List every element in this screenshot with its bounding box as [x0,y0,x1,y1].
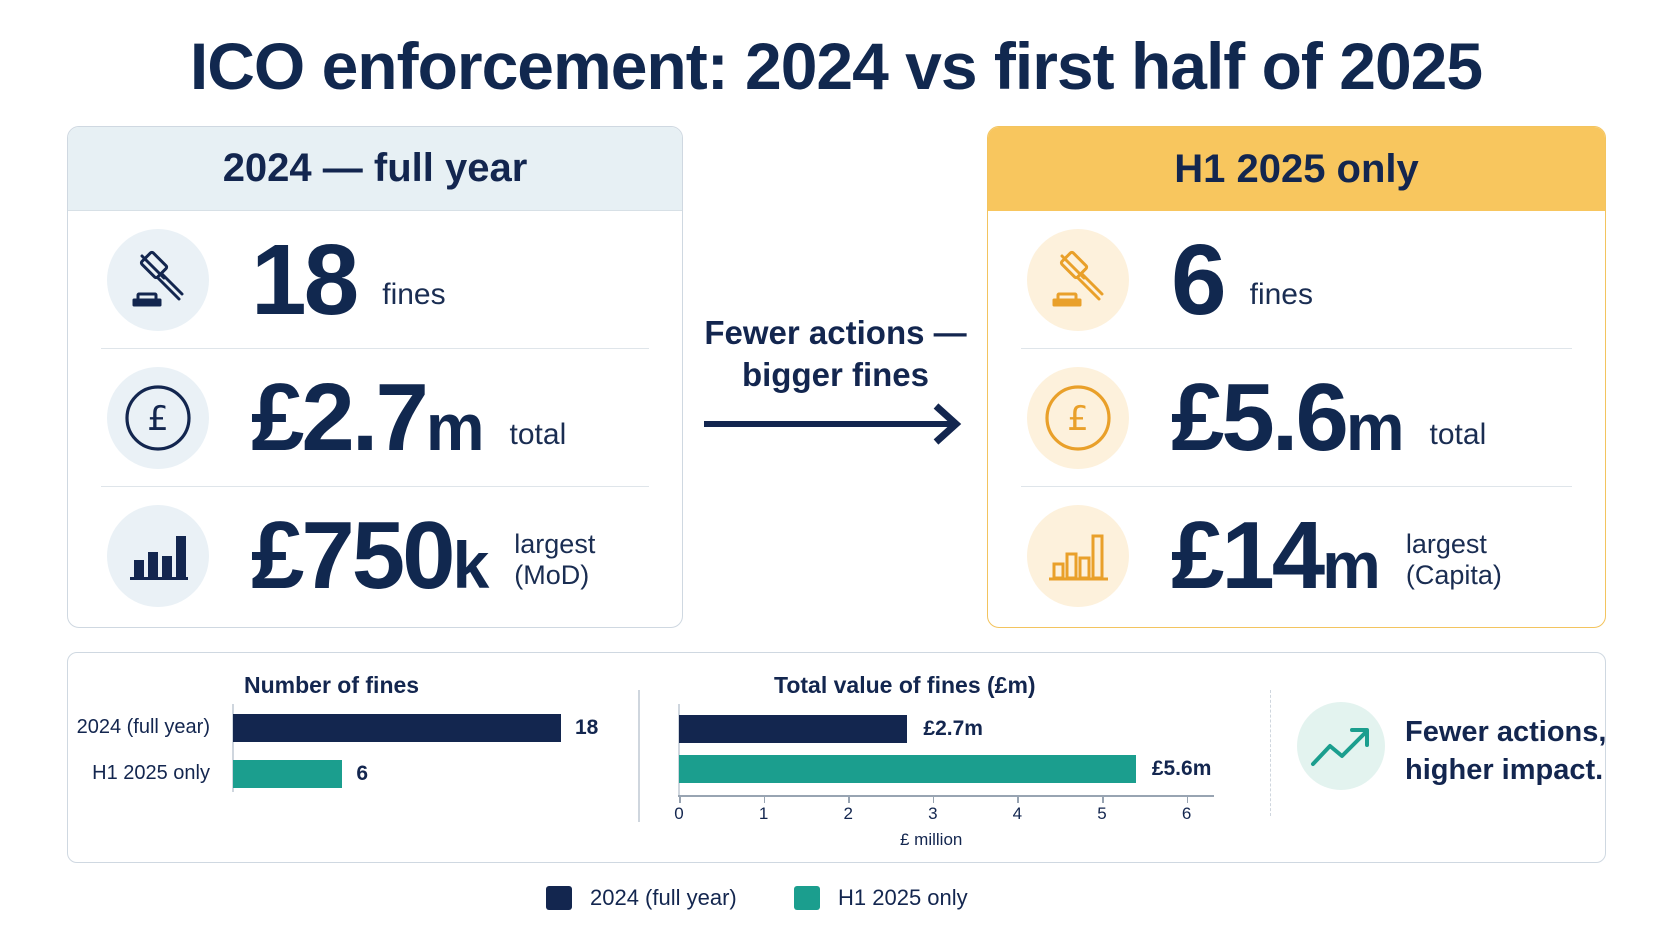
largest-value: £750k [251,508,490,604]
largest-label: largest (MoD) [514,529,596,590]
largest-label-2025: largest (Capita) [1405,529,1502,590]
chart-value-bar-2025 [679,755,1136,783]
chart-value-tick-label: 0 [674,804,684,823]
total-label-2025: total [1429,418,1487,451]
largest-value-2025: £14m [1171,508,1381,604]
chart-value-tick-label: 3 [928,804,938,823]
chart-value-tick [848,795,850,803]
chart-fines-value-2025: 6 [356,762,369,785]
total-value-number: £2.7 [251,363,429,471]
svg-text:£: £ [1067,399,1089,439]
chart-value-label-2024: £2.7m [923,717,983,740]
total-value-unit-2025: m [1345,389,1405,464]
largest-value-number: £750 [251,502,456,609]
pound-icon: £ [1027,366,1129,469]
legend-item-2025: H1 2025 only [794,885,968,911]
chart-value-tick-label: 1 [758,804,769,823]
middle-caption-line1: Fewer actions — [704,314,967,351]
total-value-2025: £5.6m [1171,369,1405,466]
largest-value-unit: k [452,528,490,602]
fines-count-label: fines [382,278,446,311]
chart-value-label-2025: £5.6m [1151,757,1212,780]
callout-line1: Fewer actions, [1405,716,1607,748]
chart-divider [638,690,640,822]
gavel-icon [107,228,209,331]
largest-value-unit-2025: m [1322,528,1381,602]
middle-caption-line2: bigger fines [741,356,930,393]
legend-item-2024: 2024 (full year) [546,885,737,911]
bar-chart-icon [1027,505,1129,607]
chart-fines-bar-2024 [233,714,561,742]
chart-value-bar-2024 [679,715,908,743]
largest-value-number-2025: £14 [1171,502,1325,609]
legend-swatch-2025 [794,886,820,910]
chart-value-tick [1102,795,1104,803]
chart-fines-category-2024: 2024 (full year) [76,716,210,738]
callout-text: Fewer actions, higher impact. [1405,713,1606,789]
total-value: £2.7m [251,369,485,466]
chart-value-tick-label: 6 [1181,804,1192,823]
bar-chart-icon [107,505,209,607]
svg-text:£: £ [147,399,169,439]
chart-value-tick-label: 5 [1097,804,1107,823]
legend-label-2025: H1 2025 only [838,885,968,910]
chart-value-tick-label: 4 [1012,804,1023,823]
callout-line2: higher impact. [1405,754,1604,786]
fines-count-label-2025: fines [1249,278,1313,311]
middle-caption: Fewer actions — bigger fines [698,312,973,396]
arrow-right-icon [704,403,962,445]
chart-fines-value-2024: 18 [575,716,599,739]
stat-row-fines: 18 fines [101,211,649,349]
chart-value-x-axis [678,795,1214,797]
card-2024: 2024 — full year 18 fines £ £2.7m total [67,126,683,628]
trend-up-icon [1297,702,1385,790]
chart-value-tick [679,795,681,803]
chart-fines-axis [232,704,234,792]
fines-count-value-2025: 6 [1171,223,1227,336]
stat-row-total-2025: £ £5.6m total [1021,349,1572,487]
legend-swatch-2024 [546,886,572,910]
chart-value-tick [1017,795,1019,803]
pound-icon: £ [107,366,209,469]
card-2024-header: 2024 — full year [68,127,682,211]
chart-fines-title: Number of fines [244,672,420,698]
chart-value-tick [763,795,766,803]
chart-fines-category-2025: H1 2025 only [92,762,210,784]
total-value-number-2025: £5.6 [1171,363,1349,471]
fines-count-value: 18 [251,223,359,336]
chart-value-tick-label: 2 [843,804,853,823]
total-value-unit: m [425,389,485,464]
legend-label-2024: 2024 (full year) [590,885,737,910]
stat-row-fines-2025: 6 fines [1021,211,1572,349]
page-title: ICO enforcement: 2024 vs first half of 2… [189,29,1483,103]
gavel-icon [1027,228,1129,331]
total-label: total [509,418,567,451]
chart-value-title: Total value of fines (£m) [774,672,1036,698]
stat-row-largest-2025: £14m largest (Capita) [1021,487,1572,625]
chart-value-tick [1186,795,1189,803]
chart-fines-bar-2025 [233,760,343,788]
card-h1-2025-header: H1 2025 only [988,127,1605,211]
stat-row-largest: £750k largest (MoD) [101,487,649,625]
stat-row-total: £ £2.7m total [101,349,649,487]
card-h1-2025: H1 2025 only 6 fines £ £5.6m total [987,126,1606,628]
chart-value-tick [932,795,935,803]
chart-value-x-label: £ million [900,830,963,849]
callout-divider [1270,690,1271,816]
chart-value-y-axis [678,704,680,796]
